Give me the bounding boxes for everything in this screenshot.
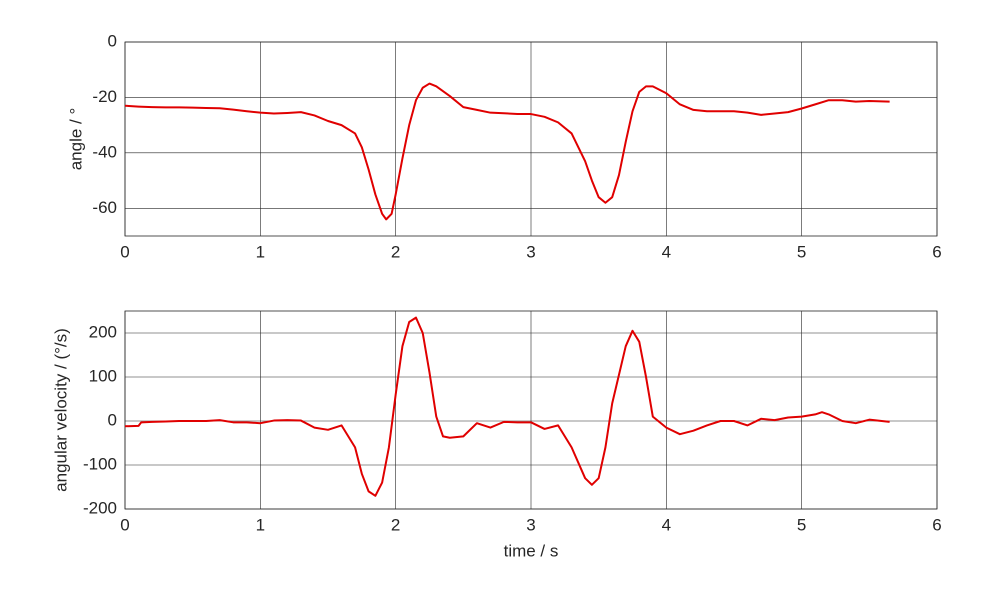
x-tick-label: 1 [256,242,265,261]
x-tick-label: 3 [526,242,535,261]
x-tick-label: 6 [932,515,941,534]
x-tick-label: 4 [662,242,671,261]
x-tick-label: 4 [662,515,671,534]
y-tick-label: -40 [92,142,117,161]
x-tick-label: 5 [797,242,806,261]
y-axis-label: angular velocity / (°/s) [51,328,70,492]
x-tick-label: 6 [932,242,941,261]
y-tick-label: -100 [83,454,117,473]
x-tick-label: 2 [391,242,400,261]
plot-frame [124,41,938,237]
data-line [124,82,890,221]
x-tick-label: 0 [120,515,129,534]
x-tick-label: 0 [120,242,129,261]
y-tick-label: 0 [108,31,117,50]
plot-frame [124,310,938,510]
x-tick-label: 3 [526,515,535,534]
y-tick-label: -20 [92,87,117,106]
data-line [124,316,890,497]
x-tick-label: 5 [797,515,806,534]
x-tick-label: 2 [391,515,400,534]
y-tick-label: -60 [92,198,117,217]
y-tick-label: 200 [89,322,117,341]
y-tick-label: -200 [83,498,117,517]
y-tick-label: 100 [89,366,117,385]
x-axis-label: time / s [504,541,559,560]
y-tick-label: 0 [108,410,117,429]
y-axis-label: angle / ° [66,108,85,171]
x-tick-label: 1 [256,515,265,534]
